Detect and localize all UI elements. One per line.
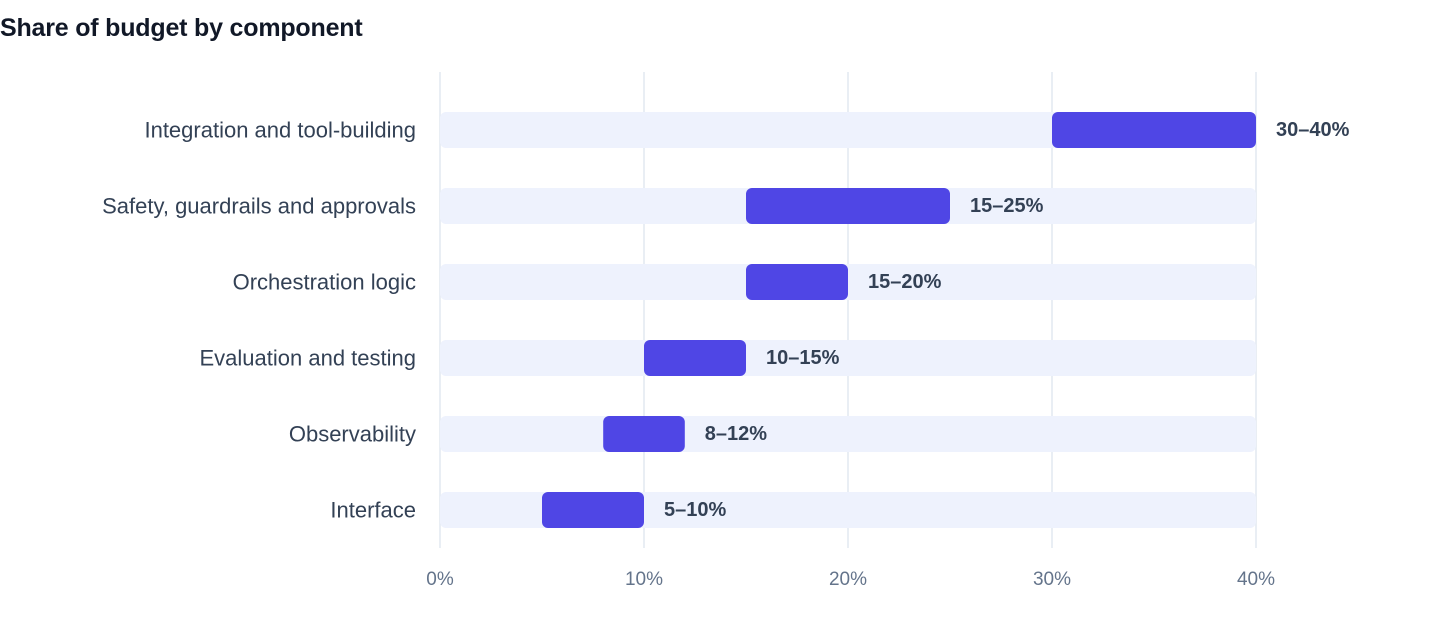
value-label: 15–20% <box>868 271 942 293</box>
category-label: Safety, guardrails and approvals <box>102 194 416 219</box>
chart-title: Share of budget by component <box>0 14 363 42</box>
category-label: Integration and tool-building <box>144 118 416 143</box>
bar-track <box>440 416 1256 452</box>
category-label: Interface <box>330 498 416 523</box>
x-axis-ticks: 0% 10% 20% 30% 40% <box>426 569 1275 590</box>
value-label: 8–12% <box>705 423 767 445</box>
value-label: 15–25% <box>970 195 1044 217</box>
category-label: Evaluation and testing <box>200 346 417 371</box>
x-tick-label: 10% <box>625 569 663 590</box>
labels: Integration and tool-building 30–40% Safet… <box>102 118 1350 523</box>
category-label: Orchestration logic <box>233 270 416 295</box>
bar-track <box>440 340 1256 376</box>
range-bar <box>603 416 685 452</box>
x-tick-label: 20% <box>829 569 867 590</box>
category-label: Observability <box>289 422 416 447</box>
x-tick-label: 30% <box>1033 569 1071 590</box>
range-bars <box>542 112 1256 528</box>
x-tick-label: 40% <box>1237 569 1275 590</box>
value-label: 10–15% <box>766 347 840 369</box>
grid-lines <box>439 72 1257 548</box>
range-bar <box>542 492 644 528</box>
range-bar <box>746 264 848 300</box>
x-tick-label: 0% <box>426 569 454 590</box>
range-bar <box>1052 112 1256 148</box>
value-label: 30–40% <box>1276 119 1350 141</box>
range-bar <box>746 188 950 224</box>
value-label: 5–10% <box>664 499 726 521</box>
range-bar <box>644 340 746 376</box>
